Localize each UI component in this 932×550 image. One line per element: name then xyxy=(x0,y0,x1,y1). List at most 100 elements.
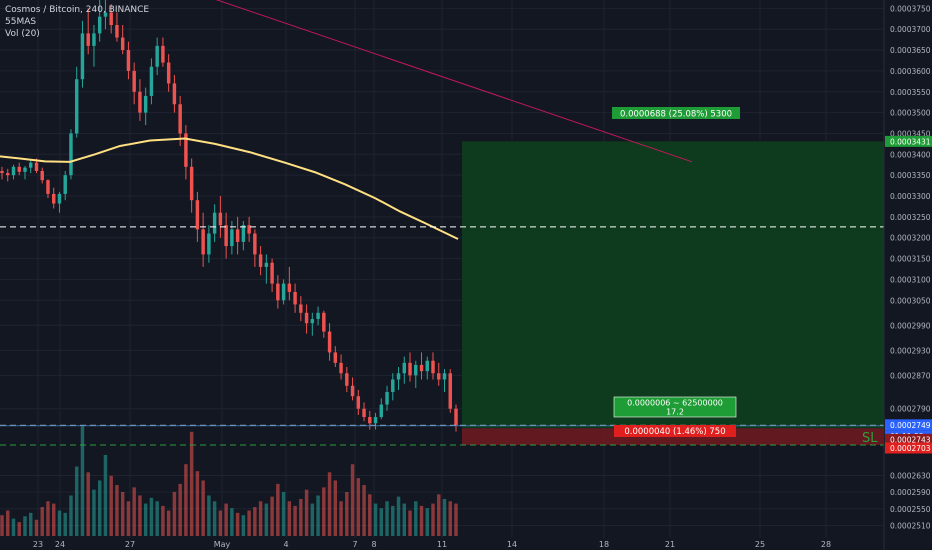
price-tick: 0.0003550 xyxy=(890,88,931,97)
price-tick: 0.0003150 xyxy=(890,255,931,264)
price-tick: 0.0003350 xyxy=(890,171,931,180)
candle-body xyxy=(92,33,96,46)
time-axis[interactable]: 23 24 27 May 4 7 8 11 14 18 21 25 28 xyxy=(33,540,831,549)
volume-bar xyxy=(172,492,177,536)
volume-bar xyxy=(132,487,136,536)
volume-bar xyxy=(402,503,407,536)
volume-bar xyxy=(431,503,435,536)
loss-label-box xyxy=(614,425,736,437)
volume-bar xyxy=(212,501,217,536)
price-tick: 0.0003300 xyxy=(890,192,931,201)
candle-body xyxy=(86,33,90,46)
candle-body xyxy=(212,212,217,234)
candle-body xyxy=(362,408,366,418)
candle-body xyxy=(235,229,240,242)
volume-bar xyxy=(17,522,21,536)
volume-bar xyxy=(299,498,303,536)
time-tick: 24 xyxy=(55,540,65,549)
candle-body xyxy=(6,173,10,176)
candle-body xyxy=(454,408,458,426)
candle-body xyxy=(419,364,424,372)
candle-body xyxy=(195,200,200,230)
candle-body xyxy=(184,133,188,167)
candle-body xyxy=(138,91,142,113)
volume-bar xyxy=(63,512,67,536)
volume-bar xyxy=(161,505,165,536)
volume-bar xyxy=(316,495,320,536)
candle-body xyxy=(350,385,355,397)
volume-bar xyxy=(178,483,182,536)
volume-bar xyxy=(109,475,113,536)
symbol-title[interactable]: Cosmos / Bitcoin, 240, BINANCE xyxy=(5,5,150,15)
candle-body xyxy=(143,95,148,113)
price-tick: 0.0003400 xyxy=(890,150,931,159)
volume-bar xyxy=(184,464,188,536)
time-tick: 14 xyxy=(507,540,517,549)
candle-body xyxy=(391,379,395,393)
volume-bar xyxy=(287,501,292,536)
candle-body xyxy=(339,362,343,374)
entry-price-label: 0.0002743 xyxy=(890,435,931,444)
volume-bar xyxy=(241,515,246,536)
volume-bar xyxy=(425,508,429,536)
candle-body xyxy=(253,233,257,255)
candle-body xyxy=(218,212,223,226)
volume-bar xyxy=(391,505,395,536)
entry-label-box xyxy=(613,396,737,418)
volume-bar xyxy=(350,464,355,536)
volume-bars xyxy=(0,426,458,536)
volume-bar xyxy=(57,510,62,536)
time-tick: 7 xyxy=(352,540,357,549)
volume-bar xyxy=(339,501,343,536)
ma-indicator-label[interactable]: 55MAS xyxy=(5,17,37,27)
volume-bar xyxy=(51,503,56,536)
price-tick: 0.0002630 xyxy=(890,471,931,480)
price-axis[interactable]: 0.0003750 0.0003700 0.0003650 0.0003600 0.00… xyxy=(883,0,932,550)
last-price-label-box xyxy=(885,419,932,431)
candle-body xyxy=(431,360,435,374)
candle-body xyxy=(34,162,39,171)
candle-body xyxy=(40,170,44,181)
candle-body xyxy=(161,45,165,63)
candle-body xyxy=(304,312,309,324)
volume-bar xyxy=(218,510,223,536)
volume-bar xyxy=(333,480,338,536)
candle-body xyxy=(276,283,280,301)
price-tick: 0.0002990 xyxy=(890,321,931,330)
time-tick: 27 xyxy=(125,540,135,549)
candle-body xyxy=(442,373,447,380)
price-tick: 0.0002590 xyxy=(890,488,931,497)
volume-indicator-label[interactable]: Vol (20) xyxy=(5,29,40,39)
candle-body xyxy=(29,162,33,168)
volume-bar xyxy=(0,515,4,536)
candle-body xyxy=(356,396,361,409)
volume-bar xyxy=(201,480,205,536)
candle-body xyxy=(80,33,85,80)
candle-body xyxy=(448,373,452,409)
volume-bar xyxy=(281,492,286,536)
candle-body xyxy=(247,225,251,234)
time-tick: 4 xyxy=(283,540,288,549)
time-tick: 28 xyxy=(821,540,831,549)
candle-body xyxy=(224,225,228,247)
ma-line xyxy=(0,137,459,240)
overlay-lines xyxy=(0,0,884,446)
candle-body xyxy=(327,331,332,353)
candle-body xyxy=(414,364,418,376)
candle-body xyxy=(23,167,27,172)
candle-body xyxy=(201,229,205,255)
volume-bar xyxy=(207,495,211,536)
candle-body xyxy=(379,404,384,418)
candle-body xyxy=(166,62,171,84)
candle-body xyxy=(402,362,407,374)
candle-body xyxy=(57,193,62,204)
volume-bar xyxy=(189,431,194,536)
volume-bar xyxy=(419,505,424,536)
candle-body xyxy=(368,417,372,424)
volume-bar xyxy=(224,503,228,536)
volume-bar xyxy=(149,497,154,536)
volume-bar xyxy=(414,501,418,536)
candle-body xyxy=(63,175,67,194)
time-tick: 25 xyxy=(755,540,765,549)
